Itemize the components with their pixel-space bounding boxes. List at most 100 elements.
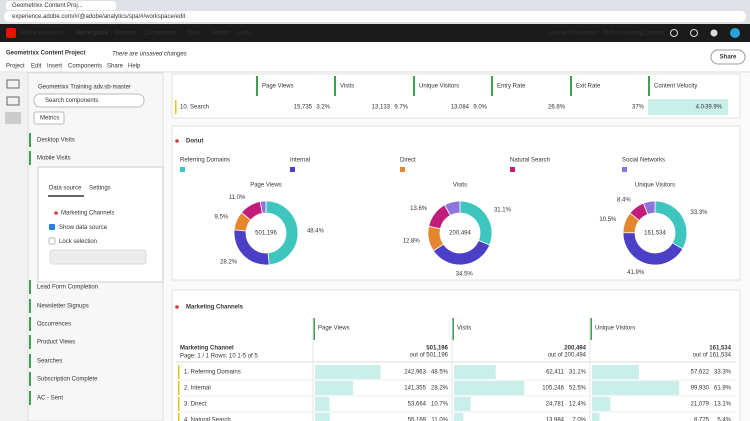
legend-label: Natural Search bbox=[510, 158, 550, 164]
row-marker bbox=[175, 100, 177, 114]
nav-item[interactable]: Admin bbox=[212, 31, 229, 37]
metric-marker bbox=[29, 133, 31, 147]
pct-bar bbox=[454, 397, 471, 411]
pct-bar bbox=[315, 397, 330, 411]
donut-total: 161,534 bbox=[644, 231, 666, 237]
panel-dot bbox=[175, 139, 179, 143]
cell-pct: 31.1% bbox=[569, 370, 587, 376]
metric-item[interactable]: Desktop Visits bbox=[37, 138, 75, 144]
filter-dropdown[interactable] bbox=[33, 111, 65, 125]
metric-marker bbox=[29, 372, 31, 386]
nav-item[interactable]: Workspace bbox=[76, 31, 109, 37]
donut-segment bbox=[444, 200, 461, 217]
column-marker bbox=[570, 76, 572, 96]
pct-bar bbox=[592, 381, 680, 395]
bell-icon[interactable] bbox=[710, 29, 718, 37]
pct-bar bbox=[592, 365, 639, 379]
metric-item[interactable]: AC - Sent bbox=[37, 396, 63, 402]
column-header: Exit Rate bbox=[576, 84, 601, 90]
legend-swatch bbox=[290, 167, 295, 172]
cell-value: 13,084 bbox=[451, 105, 470, 111]
filter-label: Metrics bbox=[40, 116, 59, 122]
column-total: 501,196 bbox=[426, 346, 448, 352]
metric-marker bbox=[29, 335, 31, 349]
metric-item[interactable]: Product Views bbox=[37, 340, 75, 346]
share-button[interactable] bbox=[710, 49, 746, 65]
cell-count: 21,079 bbox=[691, 402, 710, 408]
viz-icon[interactable] bbox=[6, 96, 20, 106]
metric-item[interactable]: Searches bbox=[37, 359, 62, 365]
legend-label: Direct bbox=[400, 158, 416, 164]
column-marker bbox=[648, 76, 650, 96]
donut-title: Visits bbox=[453, 183, 467, 189]
donut-label: 9.5% bbox=[215, 215, 229, 221]
cell-pct: 5.4% bbox=[717, 418, 731, 421]
pct-bar bbox=[454, 381, 525, 395]
column-header: Content Velocity bbox=[654, 84, 697, 90]
nav-item[interactable]: Reports bbox=[115, 31, 136, 37]
cell-value: 26.6% bbox=[548, 105, 566, 111]
nav-item[interactable]: Labs bbox=[238, 31, 251, 37]
donut-label: 34.5% bbox=[456, 271, 474, 277]
components-icon[interactable] bbox=[5, 112, 21, 124]
search-box[interactable] bbox=[33, 93, 145, 108]
cell-count: 141,355 bbox=[404, 386, 426, 392]
cell-value: 15,735 bbox=[294, 105, 313, 111]
legend-label: Social Networks bbox=[622, 158, 665, 164]
dimension-header: Marketing Channel bbox=[180, 346, 234, 352]
menu-item[interactable]: Insert bbox=[47, 64, 62, 70]
cell-count: 8,775 bbox=[694, 418, 710, 421]
column-marker bbox=[452, 318, 454, 340]
cell-value: 9.7% bbox=[394, 105, 408, 111]
address-bar[interactable] bbox=[4, 11, 746, 22]
metric-marker bbox=[29, 151, 31, 165]
donut-title: Unique Visitors bbox=[635, 183, 675, 189]
panels-icon[interactable] bbox=[6, 79, 20, 89]
column-total-of: out of 161,534 bbox=[693, 353, 732, 359]
column-marker bbox=[256, 76, 258, 96]
share-label[interactable]: Share bbox=[720, 55, 737, 61]
nav-item[interactable]: Tools bbox=[187, 31, 201, 37]
adobe-logo[interactable] bbox=[6, 28, 16, 38]
metric-item[interactable]: Occurrences bbox=[37, 322, 71, 328]
column-marker bbox=[590, 318, 592, 340]
data-source[interactable]: Marketing Channels bbox=[61, 211, 114, 217]
metric-item[interactable]: Newsletter Signups bbox=[37, 304, 89, 310]
panel-title: Marketing Channels bbox=[186, 305, 244, 311]
show-data-source: Show data source bbox=[59, 225, 108, 231]
menu-item[interactable]: Components bbox=[68, 64, 102, 70]
popup-tab[interactable]: Data source bbox=[49, 186, 82, 192]
cell-count: 57,622 bbox=[691, 370, 710, 376]
checkbox-checked[interactable] bbox=[49, 224, 55, 230]
menu-item[interactable]: Share bbox=[107, 64, 124, 70]
donut-label: 41.9% bbox=[627, 270, 645, 276]
metric-item[interactable]: Lead Form Completion bbox=[37, 285, 98, 291]
popup-tab[interactable]: Settings bbox=[89, 186, 111, 192]
row-label: 4. Natural Search bbox=[184, 418, 231, 421]
avatar[interactable] bbox=[730, 28, 740, 38]
cell-pct: 13.1% bbox=[714, 402, 732, 408]
nav-item[interactable]: Components bbox=[143, 31, 177, 37]
metric-item[interactable]: Mobile Visits bbox=[37, 156, 71, 162]
panel-title: Donut bbox=[186, 139, 203, 145]
tab-title: Geometrixx Content Proj... bbox=[12, 3, 83, 9]
menu-item[interactable]: Edit bbox=[31, 64, 42, 70]
cell-count: 24,781 bbox=[546, 402, 565, 408]
cell-count: 55,169 bbox=[408, 418, 427, 421]
menu-item[interactable]: Project bbox=[6, 64, 25, 70]
column-total: 161,534 bbox=[709, 346, 731, 352]
menu-item[interactable]: Help bbox=[128, 64, 141, 70]
pct-bar bbox=[315, 381, 354, 395]
checkbox[interactable] bbox=[48, 237, 56, 245]
org-name[interactable]: Adobe Production - Tech Marketing Demos bbox=[550, 31, 664, 37]
disabled-dropdown bbox=[49, 249, 147, 265]
apps-icon[interactable] bbox=[690, 29, 698, 37]
pct-bar bbox=[592, 413, 600, 421]
help-icon[interactable] bbox=[670, 29, 678, 37]
metric-item[interactable]: Subscription Complete bbox=[37, 377, 98, 383]
metric-marker bbox=[29, 280, 31, 294]
browser-tab[interactable] bbox=[6, 1, 116, 10]
row-marker bbox=[178, 397, 180, 411]
cell-value: 3.2% bbox=[316, 105, 330, 111]
report-suite[interactable]: Geometrixx Training adv.sb-master bbox=[38, 85, 131, 91]
